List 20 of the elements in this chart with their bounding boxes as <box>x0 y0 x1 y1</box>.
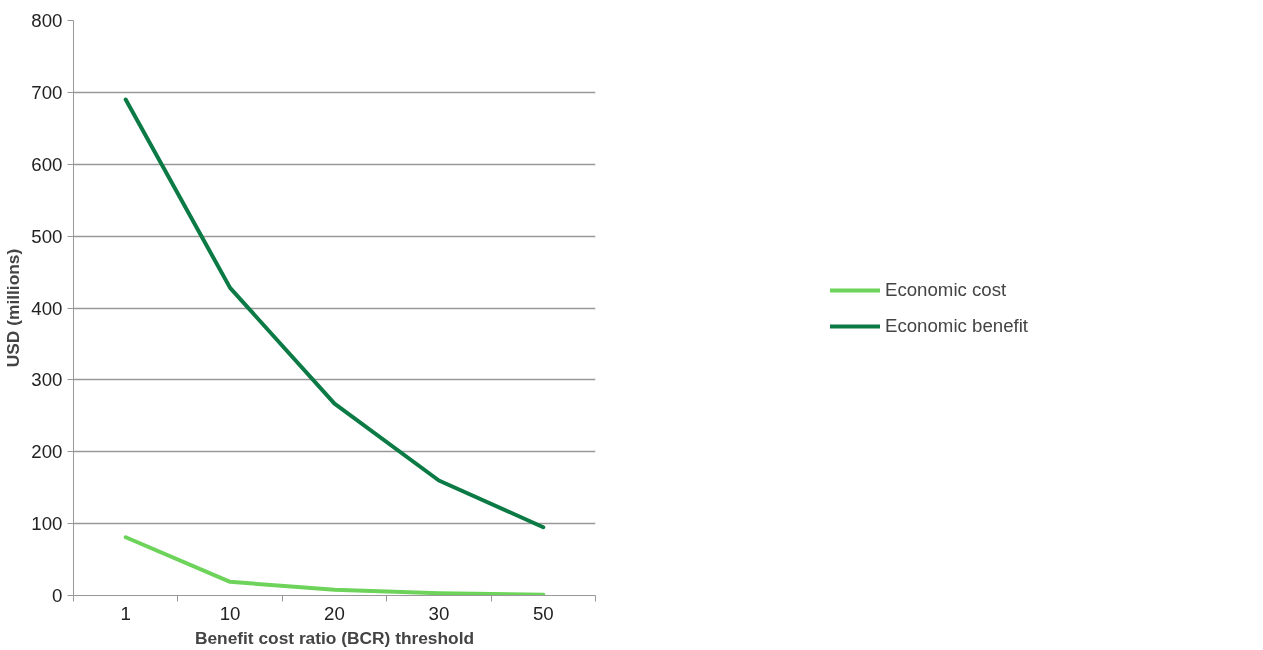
y-tick-label: 800 <box>31 10 63 31</box>
y-tick-label: 400 <box>31 297 63 319</box>
x-tick-label: 30 <box>428 602 450 624</box>
line-series <box>123 535 546 596</box>
y-tick-label: 700 <box>31 81 63 103</box>
y-tick-label: 600 <box>31 153 63 175</box>
legend-label: Economic benefit <box>884 314 1029 337</box>
y-tick-label: 200 <box>31 441 63 463</box>
y-tick-label: 500 <box>31 225 63 247</box>
y-tick-label: 100 <box>31 513 63 535</box>
x-tick-label: 20 <box>324 602 345 624</box>
line-series <box>123 97 546 530</box>
x-axis-title: Benefit cost ratio (BCR) threshold <box>194 627 475 648</box>
x-tick-label: 10 <box>219 602 241 624</box>
x-tick-label: 50 <box>532 602 554 624</box>
x-tick-label: 1 <box>120 602 131 624</box>
legend-label: Economic cost <box>884 278 1007 301</box>
y-axis-title: USD (millions) <box>3 248 24 368</box>
y-tick-label: 300 <box>31 369 63 391</box>
y-tick-label: 0 <box>52 585 63 606</box>
